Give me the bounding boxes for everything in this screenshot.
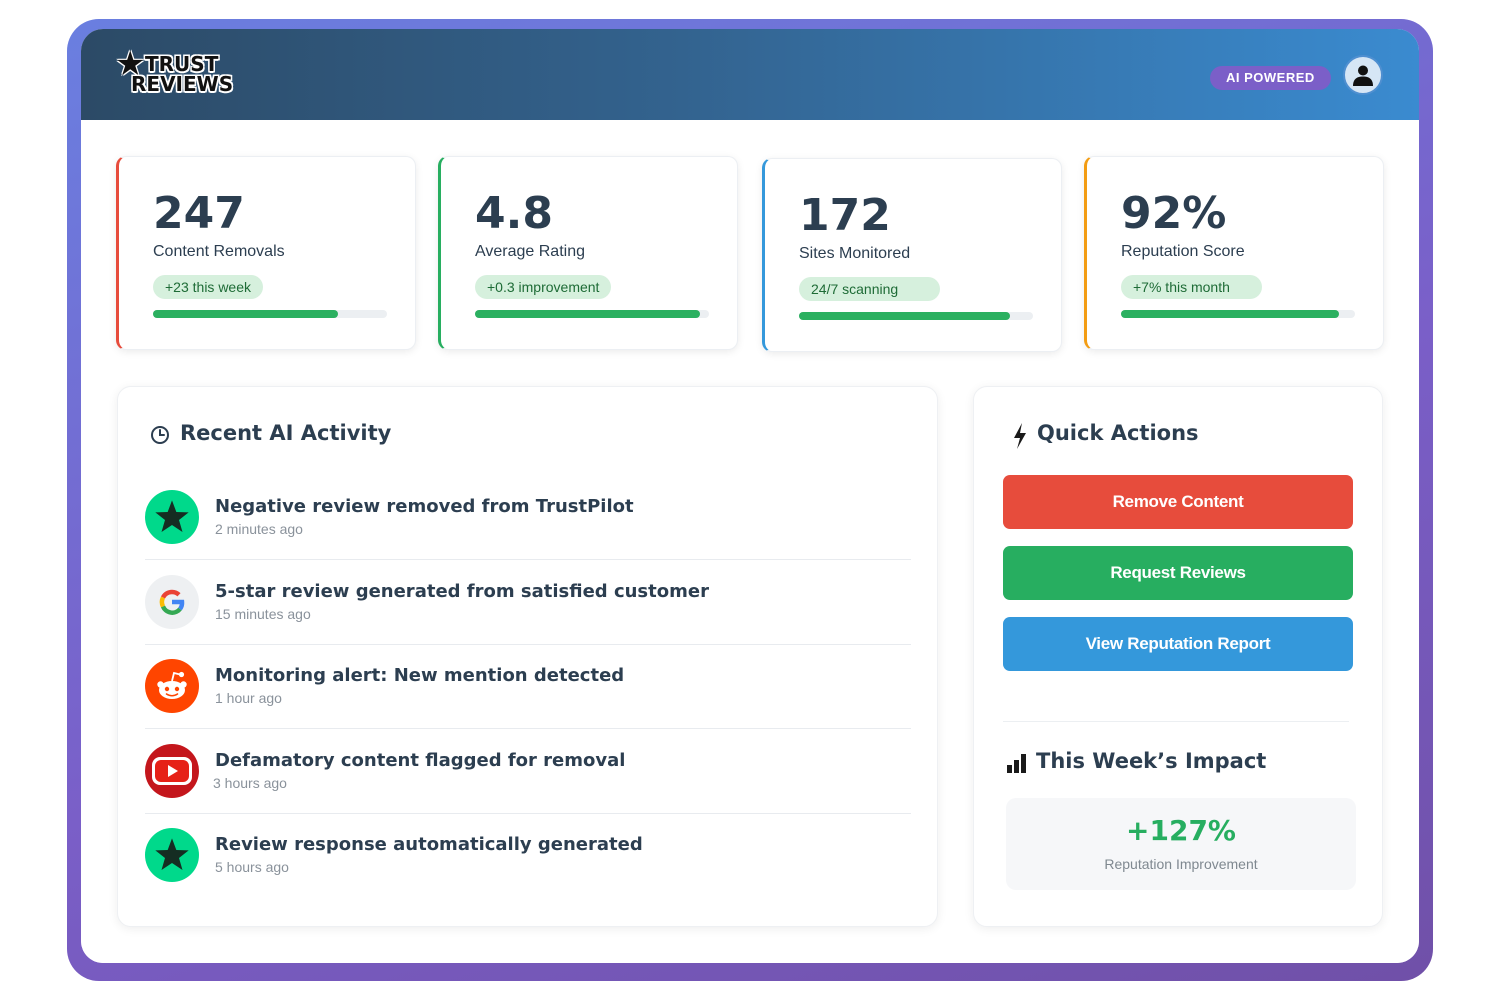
activity-title: Monitoring alert: New mention detected xyxy=(215,665,625,686)
weekly-impact-title: This Week’s Impact xyxy=(1036,749,1267,773)
stat-change-badge: +7% this month xyxy=(1121,275,1262,299)
activity-time: 3 hours ago xyxy=(213,775,287,791)
reddit-icon xyxy=(145,659,199,713)
stat-label: Reputation Score xyxy=(1121,243,1245,260)
stat-change-badge: +23 this week xyxy=(153,275,263,299)
recent-activity-title: Recent AI Activity xyxy=(180,421,392,445)
trust-reviews-logo[interactable]: ★ TRUST REVIEWS xyxy=(115,45,265,103)
stat-card-content-removals: 247 Content Removals +23 this week xyxy=(116,156,416,350)
stat-label: Content Removals xyxy=(153,243,285,260)
stat-progress-bar xyxy=(153,310,387,318)
ai-powered-badge: AI POWERED xyxy=(1210,66,1331,90)
activity-title: Review response automatically generated xyxy=(215,834,643,855)
stat-progress-fill xyxy=(475,310,700,318)
stat-value: 4.8 xyxy=(475,188,553,239)
main-content: 247 Content Removals +23 this week 4.8 A… xyxy=(81,120,1419,963)
logo-star-icon: ★ xyxy=(115,44,146,84)
view-reputation-report-button[interactable]: View Reputation Report xyxy=(1003,617,1353,671)
stat-change-badge: 24/7 scanning xyxy=(799,277,940,301)
logo-text-reviews: REVIEWS xyxy=(131,72,234,96)
quick-actions-title: Quick Actions xyxy=(1037,421,1199,445)
activity-item[interactable]: 5-star review generated from satisfied c… xyxy=(145,559,911,645)
stat-value: 172 xyxy=(799,190,891,241)
section-divider xyxy=(1003,721,1349,722)
impact-summary-box: +127% Reputation Improvement xyxy=(1006,798,1356,890)
impact-value: +127% xyxy=(1126,814,1236,847)
stat-progress-fill xyxy=(799,312,1010,320)
activity-time: 15 minutes ago xyxy=(215,606,311,622)
activity-item[interactable]: Review response automatically generated … xyxy=(145,812,911,898)
activity-item[interactable]: Negative review removed from TrustPilot … xyxy=(145,474,911,560)
trustpilot-star-icon xyxy=(145,490,199,544)
user-icon xyxy=(1353,65,1373,86)
stat-card-reputation-score: 92% Reputation Score +7% this month xyxy=(1084,156,1384,350)
google-g-icon xyxy=(145,575,199,629)
impact-label: Reputation Improvement xyxy=(1104,856,1258,872)
recent-activity-panel: Recent AI Activity Negative review remov… xyxy=(117,386,938,927)
clock-icon xyxy=(151,426,169,444)
lightning-icon xyxy=(1014,423,1026,449)
activity-title: 5-star review generated from satisfied c… xyxy=(215,581,709,602)
bar-chart-icon xyxy=(1007,754,1026,773)
youtube-icon xyxy=(145,744,199,798)
stat-progress-bar xyxy=(1121,310,1355,318)
activity-divider xyxy=(145,559,911,560)
stat-progress-bar xyxy=(475,310,709,318)
trustpilot-star-icon xyxy=(145,828,199,882)
activity-title: Defamatory content flagged for removal xyxy=(215,750,626,771)
stat-label: Average Rating xyxy=(475,243,585,260)
user-avatar[interactable] xyxy=(1343,55,1383,95)
stat-change-badge: +0.3 improvement xyxy=(475,275,612,299)
activity-item[interactable]: Defamatory content flagged for removal 3… xyxy=(145,728,911,814)
quick-actions-panel: Quick Actions Remove Content Request Rev… xyxy=(973,386,1383,927)
top-header: ★ TRUST REVIEWS AI POWERED xyxy=(81,29,1419,120)
stat-label: Sites Monitored xyxy=(799,245,911,262)
activity-time: 5 hours ago xyxy=(215,859,289,875)
activity-title: Negative review removed from TrustPilot xyxy=(215,496,634,517)
logo-text-trust: TRUST xyxy=(145,52,219,76)
activity-divider xyxy=(145,644,911,645)
stat-value: 92% xyxy=(1121,188,1227,239)
remove-content-button[interactable]: Remove Content xyxy=(1003,475,1353,529)
activity-time: 2 minutes ago xyxy=(215,521,303,537)
activity-divider xyxy=(145,813,911,814)
stat-progress-fill xyxy=(153,310,338,318)
activity-item[interactable]: Monitoring alert: New mention detected 1… xyxy=(145,643,911,729)
dashboard-window: ★ TRUST REVIEWS AI POWERED 247 Content R… xyxy=(81,29,1419,963)
stat-card-sites-monitored: 172 Sites Monitored 24/7 scanning xyxy=(762,158,1062,352)
stat-progress-bar xyxy=(799,312,1033,320)
stat-value: 247 xyxy=(153,188,245,239)
activity-time: 1 hour ago xyxy=(215,690,282,706)
stat-card-average-rating: 4.8 Average Rating +0.3 improvement xyxy=(438,156,738,350)
stat-progress-fill xyxy=(1121,310,1339,318)
request-reviews-button[interactable]: Request Reviews xyxy=(1003,546,1353,600)
activity-divider xyxy=(145,728,911,729)
